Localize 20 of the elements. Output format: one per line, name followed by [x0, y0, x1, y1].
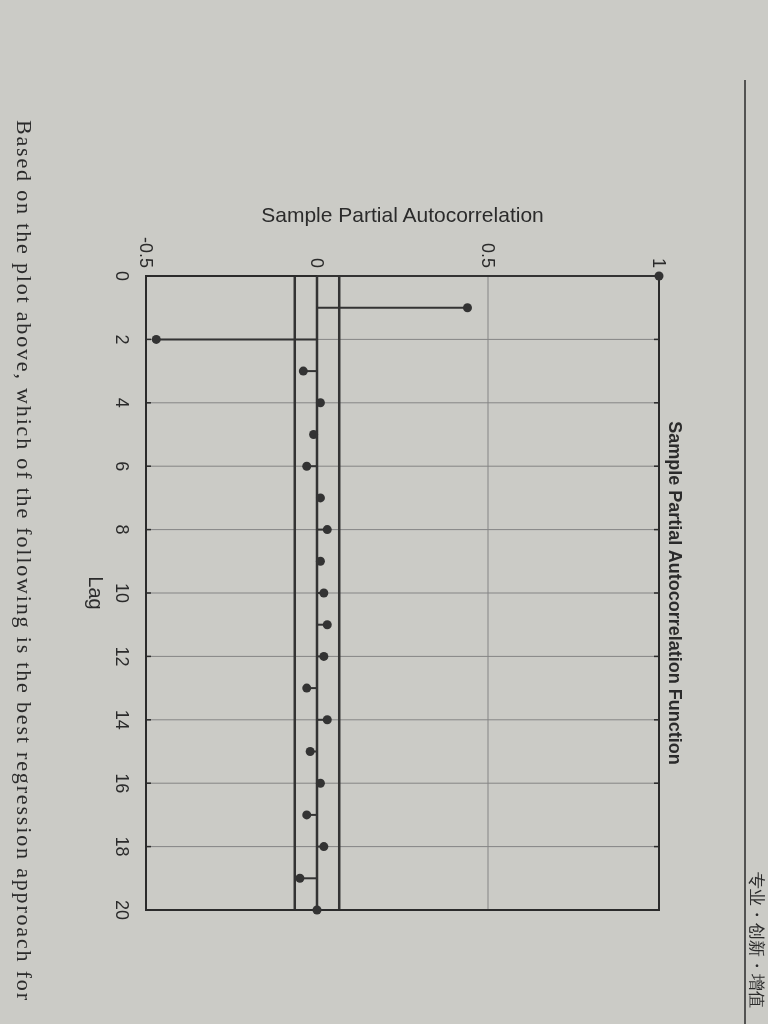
x-tick-label: 1	[648, 257, 669, 268]
x-tick-label: 0	[306, 257, 327, 268]
y-tick-label: 16	[111, 773, 132, 794]
y-tick-label: 18	[111, 836, 132, 857]
text: 专业・创新・增值	[747, 872, 766, 1008]
y-tick-label: 14	[111, 709, 132, 730]
x-axis-title: Sample Partial Autocorrelation	[261, 203, 544, 226]
x-tick-label: 0.5	[477, 242, 498, 268]
y-tick-label: 12	[111, 646, 132, 667]
y-tick-label: 10	[111, 582, 132, 604]
y-tick-label: 8	[111, 524, 132, 535]
x-tick-label: -0.5	[135, 236, 156, 268]
text: Sample Partial Autocorrelation Function	[664, 421, 685, 765]
y-tick-label: 4	[111, 397, 132, 408]
text: Based on the plot above, which of the following is the best regression approach for	[12, 120, 37, 1001]
y-tick-label: 2	[111, 334, 132, 345]
y-tick-label: 6	[111, 461, 132, 472]
y-tick-label: 0	[111, 270, 132, 282]
y-tick-label: 20	[111, 899, 132, 921]
y-axis-title: Lag	[85, 576, 107, 610]
